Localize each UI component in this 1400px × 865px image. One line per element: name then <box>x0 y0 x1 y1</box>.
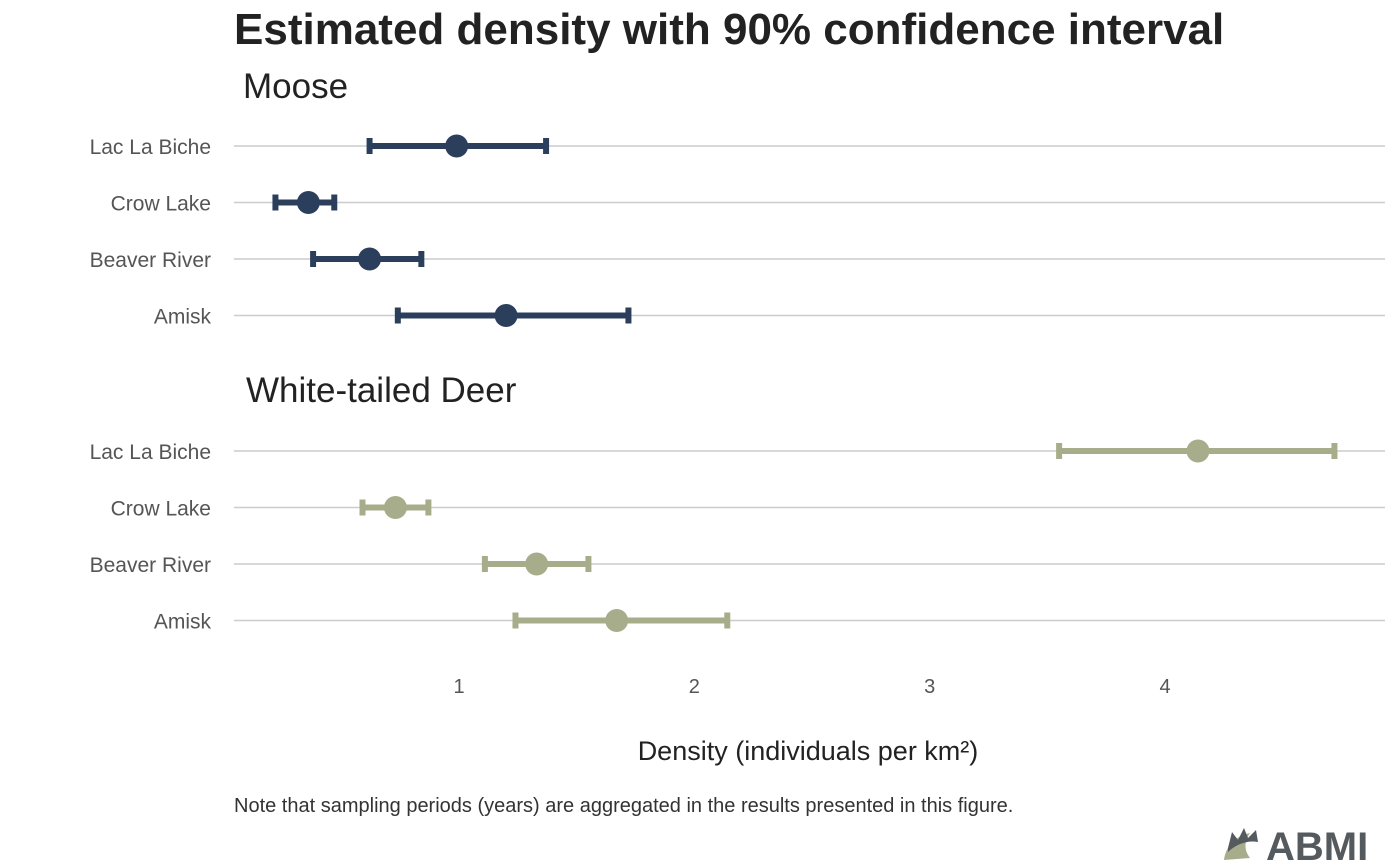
estimate-point <box>296 191 320 214</box>
y-tick-label: Amisk <box>154 306 212 329</box>
estimate-point <box>358 247 382 271</box>
facet-title: Moose <box>243 67 348 106</box>
row-beaver-river: Beaver River <box>90 552 1385 577</box>
facet-moose: Moose Lac La Biche Crow Lake Beaver River A… <box>90 67 1385 329</box>
y-tick-label: Lac La Biche <box>90 136 211 159</box>
row-crow-lake: Crow Lake <box>111 191 1385 216</box>
y-tick-label: Crow Lake <box>111 498 211 521</box>
facet-title: White-tailed Deer <box>246 371 517 410</box>
x-tick-label: 3 <box>924 676 935 698</box>
estimate-point <box>383 496 407 519</box>
abmi-logo-icon <box>1224 828 1258 860</box>
x-tick-label: 4 <box>1159 676 1170 698</box>
chart-title: Estimated density with 90% confidence in… <box>234 5 1224 54</box>
y-tick-label: Amisk <box>154 611 212 634</box>
row-lac-la-biche: Lac La Biche <box>90 134 1385 159</box>
facet-white-tailed-deer: White-tailed Deer Lac La Biche Crow Lake B… <box>90 371 1385 634</box>
estimate-point <box>494 304 518 327</box>
row-crow-lake: Crow Lake <box>111 496 1385 521</box>
y-tick-label: Beaver River <box>90 249 211 272</box>
estimate-point <box>525 552 549 576</box>
estimate-point <box>1186 439 1210 463</box>
logo-text: ABMI <box>1266 825 1368 865</box>
x-axis-title: Density (individuals per km²) <box>638 736 979 766</box>
row-amisk: Amisk <box>154 609 1385 634</box>
y-tick-label: Lac La Biche <box>90 441 211 464</box>
estimate-point <box>445 134 469 158</box>
y-tick-label: Beaver River <box>90 554 211 577</box>
row-beaver-river: Beaver River <box>90 247 1385 272</box>
estimate-point <box>605 609 629 632</box>
row-amisk: Amisk <box>154 304 1385 329</box>
row-lac-la-biche: Lac La Biche <box>90 439 1385 464</box>
footnote: Note that sampling periods (years) are a… <box>234 795 1013 817</box>
x-tick-label: 2 <box>689 676 700 698</box>
x-tick-label: 1 <box>453 676 464 698</box>
x-axis-ticks: 1 2 3 4 <box>453 676 1170 698</box>
y-tick-label: Crow Lake <box>111 193 211 216</box>
abmi-logo: ABMI <box>1224 825 1368 865</box>
